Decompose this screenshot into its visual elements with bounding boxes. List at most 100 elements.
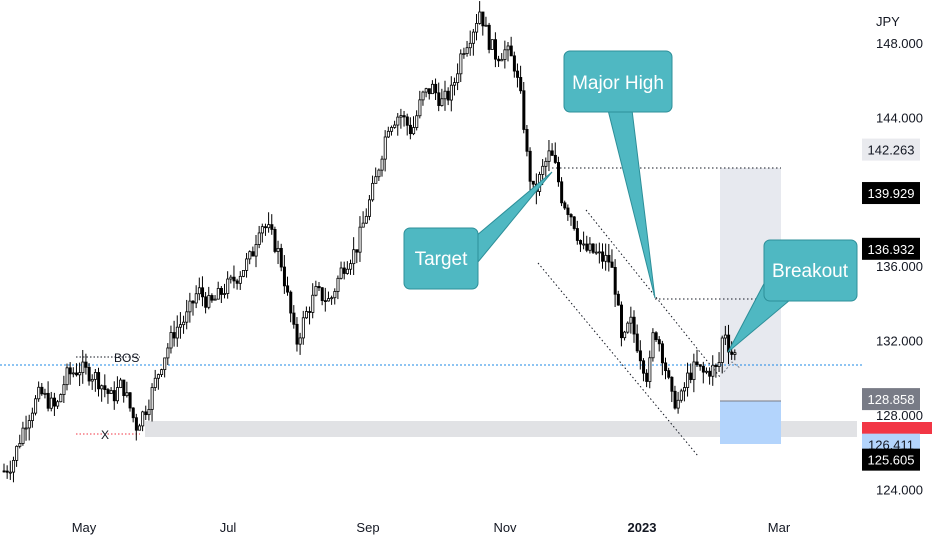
candle-body (714, 364, 718, 367)
candle-body (468, 42, 472, 49)
breakout-callout-box (763, 239, 858, 302)
candle-body (103, 385, 107, 390)
candle-body (374, 176, 378, 184)
candle-body (557, 162, 561, 183)
candle-body (673, 390, 677, 409)
candle-body (695, 361, 699, 366)
bos-label: BOS (114, 351, 139, 365)
currency-label: JPY (876, 14, 900, 29)
candle-body (138, 425, 142, 431)
candle-body (81, 361, 85, 373)
candle-body (453, 82, 457, 86)
y-tick-label: 144.000 (876, 110, 923, 125)
candle-body (519, 77, 523, 92)
candle-body (125, 392, 129, 397)
candle-body (43, 392, 47, 395)
candle-body (53, 397, 57, 407)
candle-body (701, 365, 705, 373)
candle-body (386, 130, 390, 138)
candle-body (623, 331, 627, 339)
y-tick-label: 148.000 (876, 36, 923, 51)
candle-body (393, 124, 397, 128)
candle-body (12, 459, 16, 473)
candle-body (238, 275, 242, 284)
target-callout[interactable]: Target (403, 171, 553, 290)
y-axis: 148.000 144.000 136.000 132.000 128.000 124.0… (876, 36, 923, 498)
price-badge-label: 128.858 (868, 392, 915, 407)
candle-body (40, 386, 44, 395)
candle-body (175, 326, 179, 339)
candle-body (336, 277, 340, 292)
candle-body (100, 385, 104, 390)
candle-body (62, 384, 66, 395)
candle-body (705, 370, 709, 373)
candle-body (550, 150, 554, 156)
candle-body (194, 293, 198, 304)
target-callout-pointer (475, 171, 553, 264)
candle-body (345, 268, 349, 274)
candle-body (569, 214, 573, 218)
candle-body (112, 390, 116, 402)
candle-body (87, 366, 91, 382)
candle-body (493, 39, 497, 60)
y-tick-label: 128.000 (876, 408, 923, 423)
breakout-callout-label: Breakout (772, 261, 849, 282)
candle-body (56, 401, 60, 407)
candle-body (579, 240, 583, 245)
candle-body (553, 154, 557, 163)
candle-body (59, 394, 63, 403)
price-badge (862, 237, 920, 260)
candle-body (547, 150, 551, 162)
candle-body (330, 297, 334, 300)
candle-body (679, 390, 683, 401)
candle-body (156, 374, 160, 379)
candle-body (201, 287, 205, 298)
candle-body (544, 160, 548, 167)
candle-body (34, 398, 38, 414)
target-callout-box (403, 227, 479, 290)
candle-body (484, 24, 488, 27)
candle-body (317, 286, 321, 289)
candle-body (676, 399, 680, 409)
candle-body (698, 364, 702, 367)
candle-body (327, 298, 331, 302)
candle-body (434, 83, 438, 94)
candle-body (418, 99, 422, 117)
candle-body (415, 115, 419, 128)
candle-body (71, 372, 75, 375)
candle-body (122, 379, 126, 397)
candle-body (560, 181, 564, 204)
x-tick-label: Mar (768, 520, 791, 535)
red-price-badge (862, 422, 932, 434)
candle-body (462, 53, 466, 55)
candle-body (594, 251, 598, 254)
candle-body (109, 390, 113, 394)
candle-body (525, 129, 529, 152)
breakout-callout[interactable]: Breakout (727, 239, 858, 353)
price-badge (862, 138, 920, 161)
candle-body (620, 304, 624, 339)
candle-body (18, 443, 22, 447)
candle-body (443, 90, 447, 100)
x-tick-label: Sep (356, 520, 379, 535)
candle-body (116, 387, 120, 402)
candle-body (84, 361, 88, 368)
candle-body (216, 288, 220, 300)
candle-body (119, 379, 123, 388)
major-high-callout[interactable]: Major High (563, 50, 673, 299)
candle-body (248, 251, 252, 260)
candle-body (150, 387, 154, 410)
candle-body (251, 251, 255, 257)
candle-body (711, 364, 715, 377)
candle-body (361, 222, 365, 228)
candle-body (717, 362, 721, 367)
candle-body (323, 300, 327, 303)
candle-body (651, 332, 655, 359)
candle-body (471, 31, 475, 44)
candlestick-series (2, 1, 737, 483)
candle-body (399, 115, 403, 118)
candle-body (37, 386, 41, 400)
projection-path (723, 361, 741, 373)
price-badge-label: 125.605 (868, 453, 915, 468)
